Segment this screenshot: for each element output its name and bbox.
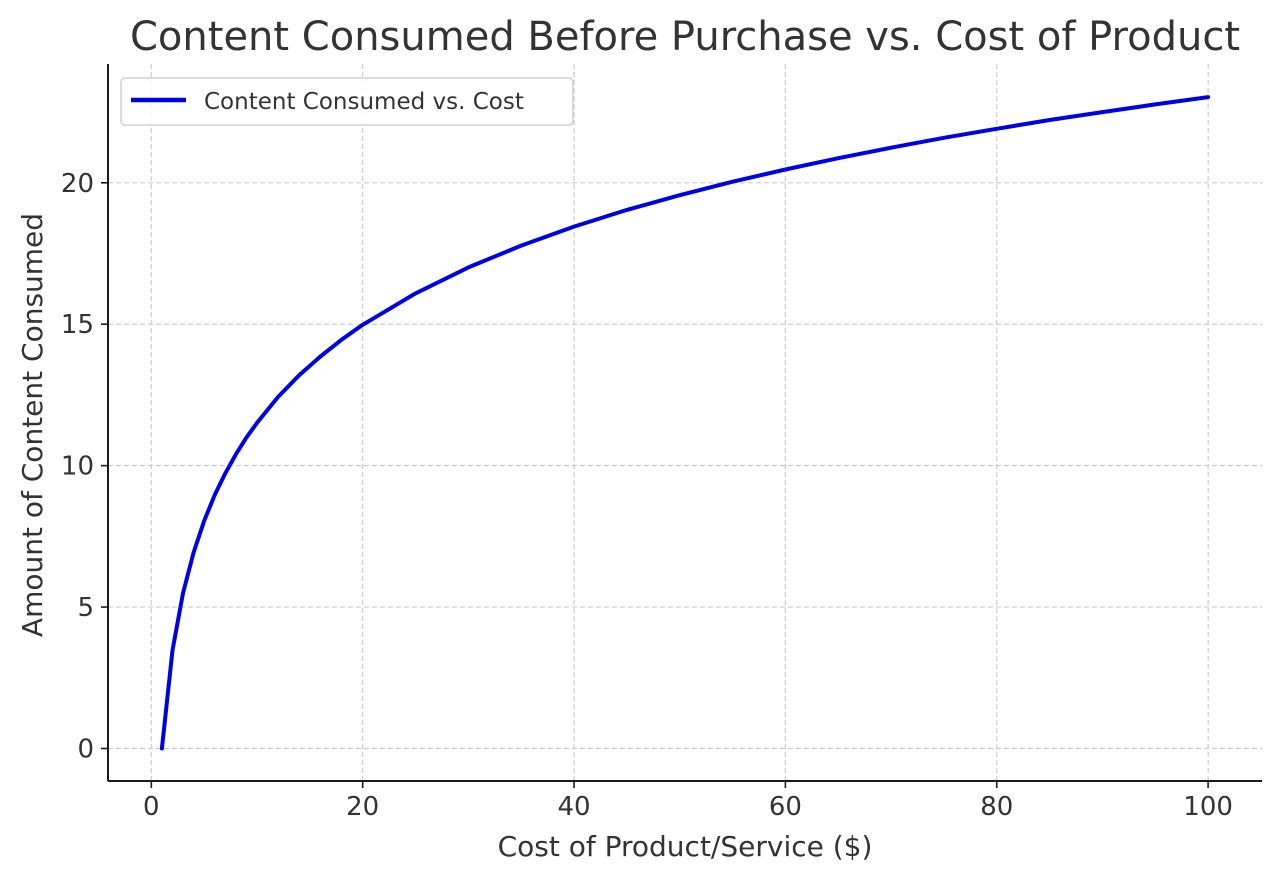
- y-tick-label-10: 10: [61, 452, 94, 482]
- y-tick-label-20: 20: [61, 169, 94, 199]
- x-tick-label-0: 0: [143, 792, 160, 822]
- series-line-content-consumed: [159, 95, 1211, 751]
- x-tick-label-80: 80: [980, 792, 1013, 822]
- x-tick-label-60: 60: [769, 792, 802, 822]
- legend-label-content-consumed: Content Consumed vs. Cost: [204, 89, 524, 115]
- x-tick-label-40: 40: [557, 792, 590, 822]
- x-tick-label-20: 20: [346, 792, 379, 822]
- y-tick-label-15: 15: [61, 310, 94, 340]
- axis-ticks: 0 20 40 60 80 100 0 5 10 15 20: [61, 169, 1233, 822]
- x-tick-label-100: 100: [1183, 792, 1233, 822]
- y-tick-label-5: 5: [77, 593, 94, 623]
- legend-box: [120, 77, 574, 126]
- chart-title: Content Consumed Before Purchase vs. Cos…: [130, 14, 1240, 60]
- y-axis-label: Amount of Content Consumed: [16, 213, 49, 637]
- y-tick-label-0: 0: [77, 734, 94, 764]
- grid: [108, 64, 1262, 781]
- x-axis-label: Cost of Product/Service ($): [498, 830, 873, 863]
- legend: Content Consumed vs. Cost: [120, 77, 574, 126]
